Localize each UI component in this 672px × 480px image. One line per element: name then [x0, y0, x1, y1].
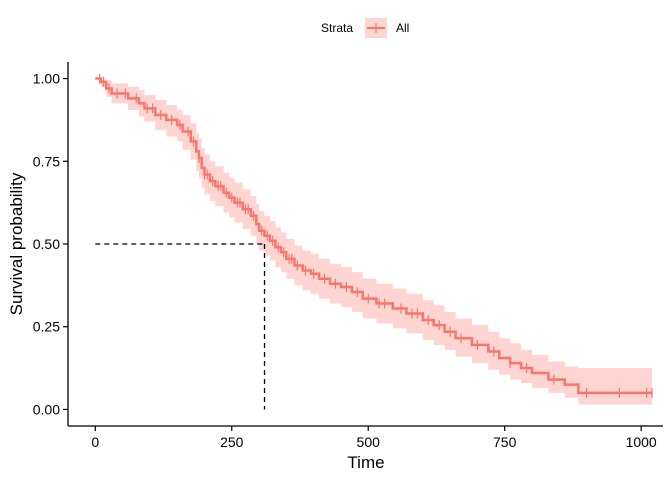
y-tick-label: 0.75 — [33, 153, 60, 169]
y-axis-title: Survival probability — [7, 172, 26, 315]
y-tick-label: 0.00 — [33, 401, 60, 417]
legend-entry-all: All — [396, 21, 409, 35]
legend-key-all — [365, 18, 387, 38]
y-tick-label: 0.25 — [33, 319, 60, 335]
y-tick-label: 1.00 — [33, 71, 60, 87]
legend: Strata All — [321, 18, 409, 38]
median-reference-lines — [95, 243, 266, 410]
plot-area — [95, 73, 653, 410]
x-tick-label: 1000 — [626, 434, 657, 450]
axes: 0 250 500 750 1000 0.00 0.25 0.50 0.75 1.00 Time… — [7, 62, 663, 472]
y-tick-label: 0.50 — [33, 236, 60, 252]
x-tick-label: 250 — [220, 434, 244, 450]
x-ticks: 0 250 500 750 1000 — [91, 426, 657, 450]
confidence-band — [95, 78, 653, 405]
x-tick-label: 750 — [493, 434, 517, 450]
x-tick-label: 500 — [357, 434, 381, 450]
legend-title: Strata — [321, 21, 353, 35]
x-axis-title: Time — [347, 453, 384, 472]
survival-curve — [95, 77, 653, 395]
censor-marks — [99, 73, 653, 398]
x-tick-label: 0 — [91, 434, 99, 450]
y-ticks: 0.00 0.25 0.50 0.75 1.00 — [33, 71, 68, 417]
